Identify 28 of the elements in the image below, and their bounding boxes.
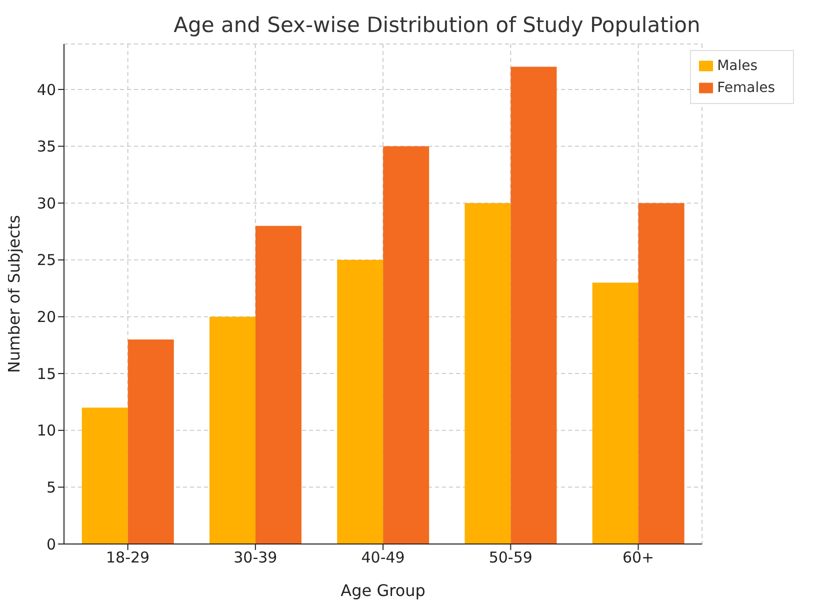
x-tick-label: 18-29 bbox=[106, 548, 150, 567]
bar bbox=[383, 146, 430, 544]
bar bbox=[128, 339, 174, 544]
bar bbox=[337, 260, 384, 544]
bar bbox=[638, 203, 684, 544]
y-tick-label: 35 bbox=[36, 138, 56, 156]
y-tick-label: 10 bbox=[36, 422, 56, 440]
y-tick-label: 15 bbox=[36, 364, 56, 383]
y-tick-label: 5 bbox=[46, 478, 56, 497]
y-tick-label: 40 bbox=[36, 80, 56, 99]
bar bbox=[255, 226, 302, 544]
y-tick-label: 30 bbox=[36, 194, 56, 212]
bar bbox=[464, 203, 511, 544]
legend-label: Females bbox=[717, 80, 775, 96]
chart-title: Age and Sex-wise Distribution of Study Population bbox=[172, 12, 702, 39]
x-tick-label: 50-59 bbox=[488, 548, 532, 567]
x-axis-title: Age Group bbox=[340, 581, 426, 600]
x-tick-label: 40-49 bbox=[361, 548, 405, 567]
bar bbox=[82, 408, 128, 544]
bar bbox=[209, 316, 256, 544]
bar bbox=[510, 66, 557, 544]
y-tick-label: 25 bbox=[36, 251, 56, 270]
y-tick-label: 20 bbox=[36, 308, 56, 326]
bar bbox=[592, 282, 638, 544]
x-tick-label: 60+ bbox=[622, 548, 654, 567]
legend-label: Males bbox=[717, 58, 758, 74]
x-tick-label: 30-39 bbox=[234, 548, 278, 567]
y-tick-label: 0 bbox=[46, 535, 56, 554]
